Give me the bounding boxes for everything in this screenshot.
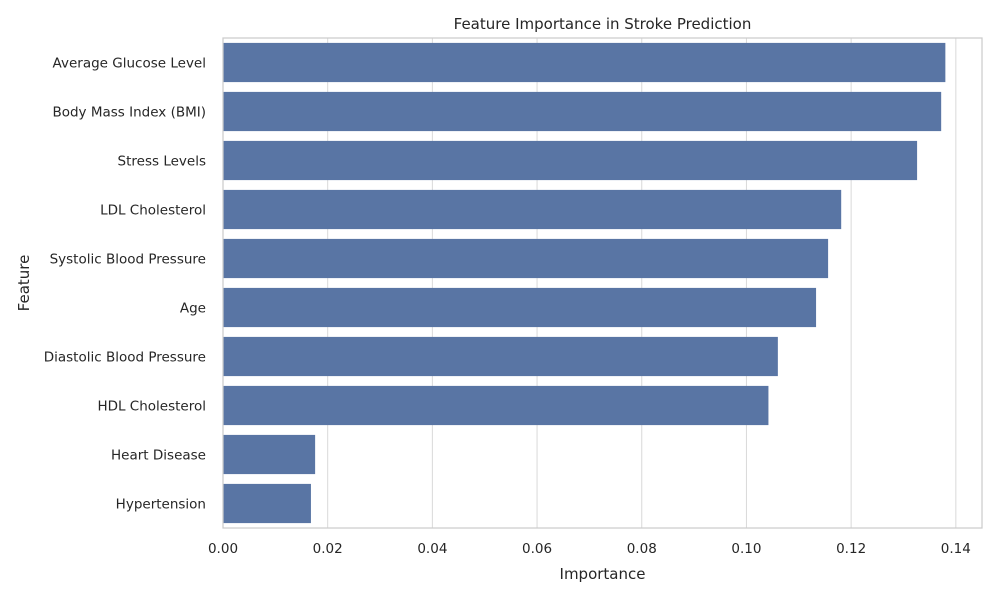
y-tick-label: LDL Cholesterol [100, 203, 206, 219]
y-tick-label: Diastolic Blood Pressure [44, 350, 206, 366]
bar [223, 434, 316, 475]
y-tick-label: Body Mass Index (BMI) [52, 105, 206, 121]
y-tick-label: Age [180, 301, 206, 317]
bar [223, 42, 946, 83]
y-tick-labels: Average Glucose Level Body Mass Index (BM… [44, 56, 206, 513]
x-axis-label: Importance [560, 565, 646, 583]
x-tick-label: 0.02 [313, 541, 343, 557]
axes-frame [222, 37, 983, 529]
y-tick-label: Average Glucose Level [53, 56, 206, 72]
y-tick-label: Hypertension [116, 497, 206, 513]
x-tick-labels: 0.00 0.02 0.04 0.06 0.08 0.10 0.12 0.14 [208, 541, 971, 557]
x-tick-label: 0.00 [208, 541, 238, 557]
y-tick-label: Heart Disease [111, 448, 206, 464]
y-tick-label: Stress Levels [118, 154, 206, 170]
y-axis-label: Feature [15, 255, 33, 312]
bar [223, 336, 778, 377]
x-tick-label: 0.12 [836, 541, 866, 557]
bar [223, 91, 942, 132]
y-tick-label: HDL Cholesterol [97, 399, 206, 415]
bar [223, 483, 311, 524]
bar [223, 287, 817, 328]
x-tick-label: 0.14 [941, 541, 971, 557]
bar [223, 238, 829, 279]
y-tick-label: Systolic Blood Pressure [50, 252, 206, 268]
chart-title: Feature Importance in Stroke Prediction [454, 15, 752, 33]
x-tick-label: 0.06 [522, 541, 552, 557]
bar [223, 189, 842, 230]
bar [223, 385, 769, 426]
bar [223, 140, 918, 181]
bars [223, 42, 946, 524]
x-tick-label: 0.04 [417, 541, 447, 557]
x-tick-label: 0.08 [627, 541, 657, 557]
x-tick-label: 0.10 [731, 541, 761, 557]
